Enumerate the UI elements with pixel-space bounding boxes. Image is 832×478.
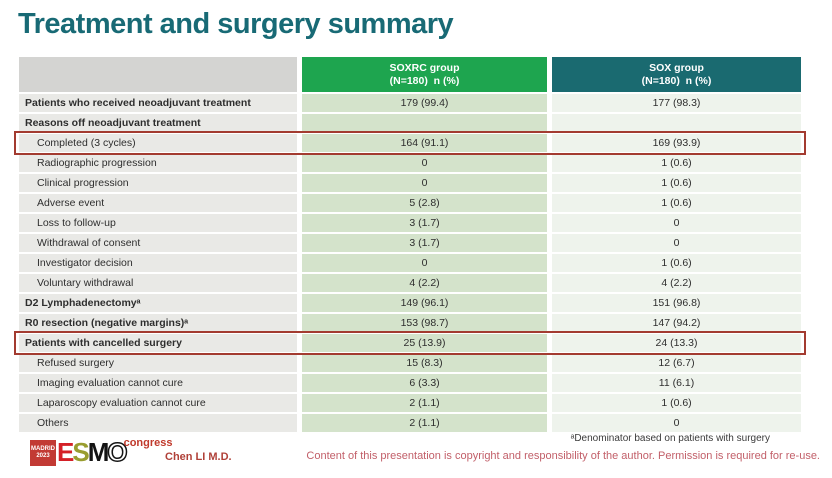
table-row-soxrc-value: 2 (1.1)	[302, 414, 547, 432]
table-row-sox-value: 1 (0.6)	[552, 394, 801, 412]
table-row-sox-value: 12 (6.7)	[552, 354, 801, 372]
header-sox-line2: (N=180) n (%)	[641, 74, 712, 87]
table-row-soxrc-value: 6 (3.3)	[302, 374, 547, 392]
table-row-soxrc-value: 0	[302, 254, 547, 272]
table-row-sox-value: 1 (0.6)	[552, 254, 801, 272]
table-row-sox-value: 24 (13.3)	[552, 334, 801, 352]
table-row-label: Laparoscopy evaluation cannot cure	[19, 394, 297, 412]
table-grid: SOXRC group (N=180) n (%) SOX group (N=1…	[19, 57, 801, 432]
table-row-soxrc-value: 3 (1.7)	[302, 234, 547, 252]
table-row-soxrc-value: 3 (1.7)	[302, 214, 547, 232]
table-row-sox-value: 1 (0.6)	[552, 194, 801, 212]
table-row-soxrc-value: 149 (96.1)	[302, 294, 547, 312]
table-row-label: Others	[19, 414, 297, 432]
table-row-label: Clinical progression	[19, 174, 297, 192]
table-row-soxrc-value: 0	[302, 154, 547, 172]
presenter-name: Chen LI M.D.	[165, 451, 232, 463]
table-row-label: Patients who received neoadjuvant treatm…	[19, 94, 297, 112]
table-row-soxrc-value: 25 (13.9)	[302, 334, 547, 352]
table-row-sox-value: 177 (98.3)	[552, 94, 801, 112]
congress-label: congress	[123, 437, 173, 449]
table-row-sox-value: 0	[552, 214, 801, 232]
table-row-soxrc-value: 164 (91.1)	[302, 134, 547, 152]
table-row-soxrc-value: 4 (2.2)	[302, 274, 547, 292]
table-row-soxrc-value	[302, 114, 547, 132]
table-row-sox-value: 169 (93.9)	[552, 134, 801, 152]
table-row-label: Refused surgery	[19, 354, 297, 372]
table-row-sox-value: 1 (0.6)	[552, 174, 801, 192]
table-row-label: Completed (3 cycles)	[19, 134, 297, 152]
treatment-summary-table: SOXRC group (N=180) n (%) SOX group (N=1…	[14, 57, 806, 432]
table-row-sox-value: 1 (0.6)	[552, 154, 801, 172]
table-row-sox-value: 0	[552, 234, 801, 252]
table-row-label: Investigator decision	[19, 254, 297, 272]
table-row-label: Withdrawal of consent	[19, 234, 297, 252]
table-row-label: Patients with cancelled surgery	[19, 334, 297, 352]
madrid-2023-badge: MADRID 2023	[30, 440, 56, 466]
table-row-label: R0 resection (negative margins)ᵃ	[19, 314, 297, 332]
table-row-soxrc-value: 5 (2.8)	[302, 194, 547, 212]
table-row-soxrc-value: 153 (98.7)	[302, 314, 547, 332]
copyright-notice: Content of this presentation is copyrigh…	[306, 450, 820, 462]
esmo-letter-e: E	[57, 437, 74, 467]
header-empty-cell	[19, 57, 297, 92]
table-row-label: Adverse event	[19, 194, 297, 212]
table-row-sox-value: 147 (94.2)	[552, 314, 801, 332]
table-row-label: Imaging evaluation cannot cure	[19, 374, 297, 392]
table-row-sox-value: 151 (96.8)	[552, 294, 801, 312]
year-label: 2023	[36, 453, 50, 459]
table-footnote: ᵃDenominator based on patients with surg…	[570, 433, 770, 444]
slide-title: Treatment and surgery summary	[18, 8, 454, 40]
esmo-congress-logo: MADRID 2023 ESMO congress	[30, 436, 173, 469]
header-sox-line1: SOX group	[649, 61, 704, 74]
header-soxrc-group: SOXRC group (N=180) n (%)	[302, 57, 547, 92]
table-row-soxrc-value: 0	[302, 174, 547, 192]
esmo-wordmark: ESMO	[57, 436, 129, 468]
table-row-sox-value: 0	[552, 414, 801, 432]
table-row-label: D2 Lymphadenectomyᵃ	[19, 294, 297, 312]
table-row-label: Loss to follow-up	[19, 214, 297, 232]
table-row-soxrc-value: 15 (8.3)	[302, 354, 547, 372]
madrid-label: MADRID	[31, 446, 55, 452]
table-row-label: Reasons off neoadjuvant treatment	[19, 114, 297, 132]
table-row-label: Voluntary withdrawal	[19, 274, 297, 292]
esmo-letter-s: S	[72, 437, 89, 467]
table-row-sox-value	[552, 114, 801, 132]
header-soxrc-line1: SOXRC group	[389, 61, 460, 74]
table-row-soxrc-value: 2 (1.1)	[302, 394, 547, 412]
table-row-label: Radiographic progression	[19, 154, 297, 172]
header-soxrc-line2: (N=180) n (%)	[389, 74, 460, 87]
table-row-soxrc-value: 179 (99.4)	[302, 94, 547, 112]
esmo-letter-m: M	[87, 437, 110, 467]
table-row-sox-value: 4 (2.2)	[552, 274, 801, 292]
table-row-sox-value: 11 (6.1)	[552, 374, 801, 392]
header-sox-group: SOX group (N=180) n (%)	[552, 57, 801, 92]
esmo-letter-o: O	[107, 436, 129, 468]
